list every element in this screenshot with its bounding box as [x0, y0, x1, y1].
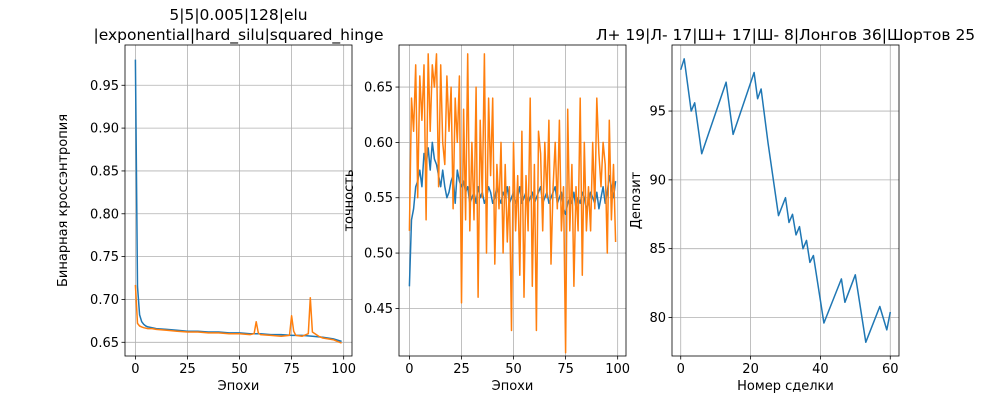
- y-tick-label: 0.45: [364, 302, 393, 317]
- x-tick-label: 75: [283, 362, 300, 377]
- x-tick-label: 25: [453, 362, 470, 377]
- chart-title-line-2: |exponential|hard_silu|squared_hinge: [93, 26, 383, 45]
- y-tick-label: 0.60: [364, 136, 393, 151]
- x-tick-label: 50: [505, 362, 522, 377]
- y-tick-label: 0.95: [90, 79, 119, 94]
- x-tick-label: 100: [605, 362, 630, 377]
- y-tick-label: 0.55: [364, 191, 393, 206]
- x-tick-label: 25: [179, 362, 196, 377]
- axes-frame: [398, 44, 627, 357]
- x-tick-label: 0: [131, 362, 139, 377]
- x-tick-label: 60: [882, 362, 899, 377]
- axes-frame: [671, 44, 900, 357]
- x-tick-label: 100: [331, 362, 356, 377]
- y-tick-label: 85: [649, 242, 666, 257]
- chart-3: 0 20 40 60 80 85 90 95 Номер сделки Депозит Л+ 19|…: [596, 26, 975, 394]
- series-line-1: [679, 58, 892, 343]
- y-tick-label: 0.85: [90, 164, 119, 179]
- x-axis-label: Номер сделки: [737, 379, 834, 394]
- chart-1: 0 25 50 75 100 0.65 0.70 0.75 0.80 0.85 0.90 0.95 Эп…: [56, 6, 384, 394]
- x-tick-label: 0: [677, 362, 685, 377]
- y-axis-label: Бинарная кроссэнтропия: [56, 114, 71, 287]
- y-tick-label: 95: [649, 105, 666, 120]
- y-tick-label: 0.65: [364, 81, 393, 96]
- series-line-2: [408, 53, 617, 354]
- y-tick-label: 0.50: [364, 247, 393, 262]
- series-line-2: [134, 284, 342, 344]
- chart-2: 0 25 50 75 100 0.45 0.50 0.55 0.60 0.65 Эпохи точно…: [342, 44, 630, 394]
- x-tick-label: 40: [812, 362, 829, 377]
- y-axis-label: Депозит: [629, 171, 644, 229]
- chart-title-line-1: Л+ 19|Л- 17|Ш+ 17|Ш- 8|Лонгов 36|Шортов …: [596, 26, 975, 44]
- y-axis-label: точность: [342, 169, 357, 231]
- x-axis-label: Эпохи: [218, 379, 260, 394]
- x-axis-label: Эпохи: [492, 379, 534, 394]
- axes-frame: [124, 44, 353, 357]
- x-tick-label: 75: [557, 362, 574, 377]
- y-tick-label: 0.90: [90, 122, 119, 137]
- y-tick-label: 0.75: [90, 250, 119, 265]
- y-tick-label: 0.70: [90, 293, 119, 308]
- y-tick-label: 90: [649, 173, 666, 188]
- y-tick-label: 0.65: [90, 336, 119, 351]
- y-tick-label: 0.80: [90, 207, 119, 222]
- x-tick-label: 50: [231, 362, 248, 377]
- chart-title-line-1: 5|5|0.005|128|elu: [169, 6, 307, 24]
- x-tick-label: 0: [405, 362, 413, 377]
- y-tick-label: 80: [649, 311, 666, 326]
- x-tick-label: 20: [742, 362, 759, 377]
